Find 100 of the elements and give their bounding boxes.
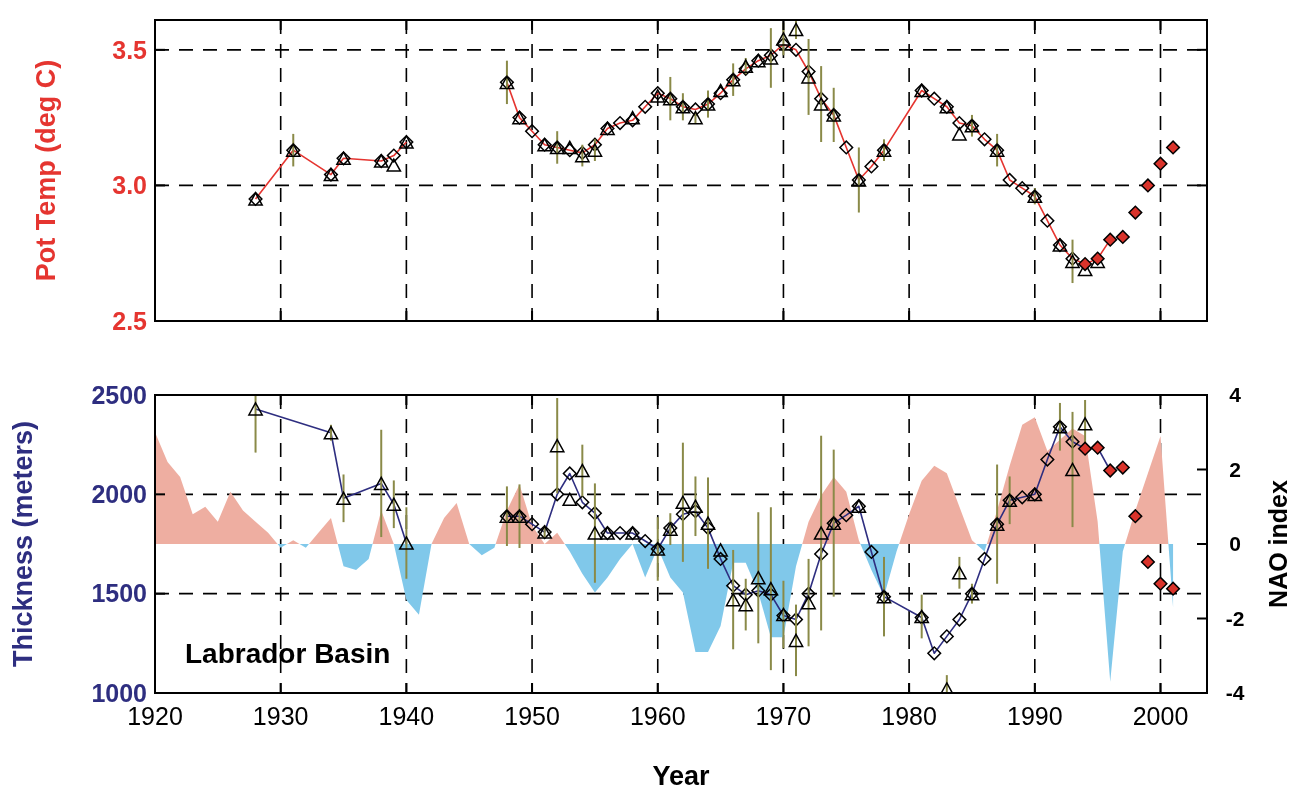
point bbox=[1128, 205, 1143, 220]
point bbox=[1065, 434, 1080, 449]
point bbox=[814, 91, 829, 106]
point bbox=[398, 536, 414, 550]
y-tick-label: 1500 bbox=[91, 579, 147, 608]
y2-tick-label: 0 bbox=[1229, 532, 1241, 556]
point bbox=[574, 463, 590, 478]
y-tick-label: 2000 bbox=[91, 480, 147, 509]
point bbox=[386, 497, 402, 512]
point bbox=[1153, 156, 1168, 171]
point bbox=[927, 646, 942, 661]
point bbox=[1103, 463, 1118, 478]
y2-tick-label: -4 bbox=[1225, 681, 1245, 705]
point bbox=[952, 115, 967, 131]
point bbox=[1015, 490, 1030, 505]
point bbox=[587, 526, 603, 540]
point bbox=[763, 587, 778, 602]
point bbox=[1103, 232, 1118, 247]
y-tick-label: 3.5 bbox=[112, 35, 148, 64]
point bbox=[1140, 554, 1155, 569]
annotation: Labrador Basin bbox=[185, 638, 391, 669]
y-axis-title: Thickness (meters) bbox=[8, 420, 38, 668]
point bbox=[675, 507, 690, 522]
point bbox=[688, 504, 703, 519]
y-axis-title: Pot Temp (deg C) bbox=[31, 59, 61, 282]
point bbox=[927, 91, 942, 106]
point bbox=[612, 115, 628, 131]
x-tick-label: 1930 bbox=[252, 702, 309, 730]
point bbox=[801, 64, 816, 79]
point bbox=[700, 516, 716, 530]
point bbox=[688, 110, 703, 125]
point bbox=[550, 487, 565, 502]
point bbox=[612, 526, 628, 541]
point bbox=[864, 544, 879, 560]
x-tick-label: 1940 bbox=[378, 702, 435, 730]
x-tick-label: 2000 bbox=[1132, 702, 1189, 730]
point bbox=[1078, 441, 1093, 456]
y-tick-label: 2.5 bbox=[112, 306, 148, 335]
point bbox=[1040, 452, 1055, 467]
point bbox=[952, 612, 967, 627]
point bbox=[587, 506, 602, 521]
x-tick-label: 1990 bbox=[1007, 702, 1063, 730]
point bbox=[1128, 509, 1143, 524]
point bbox=[713, 551, 728, 566]
y-tick-label: 3.0 bbox=[112, 171, 147, 200]
point bbox=[549, 438, 565, 453]
point bbox=[751, 583, 766, 598]
point bbox=[814, 546, 829, 562]
point bbox=[587, 143, 603, 157]
point bbox=[1077, 417, 1093, 431]
point bbox=[738, 587, 753, 602]
point bbox=[801, 595, 816, 610]
point bbox=[336, 491, 351, 506]
point bbox=[1015, 181, 1030, 196]
point bbox=[801, 586, 816, 601]
point bbox=[688, 499, 703, 514]
point bbox=[776, 37, 791, 52]
x-tick-label: 1960 bbox=[629, 702, 686, 730]
y2-tick-label: -2 bbox=[1225, 606, 1245, 630]
y2-tick-label: 4 bbox=[1229, 383, 1242, 407]
point bbox=[952, 566, 967, 580]
point bbox=[864, 159, 879, 174]
point bbox=[675, 495, 691, 510]
point bbox=[952, 127, 967, 141]
point bbox=[738, 597, 754, 612]
point bbox=[839, 140, 854, 155]
point bbox=[1115, 229, 1130, 245]
y2-tick-label: 2 bbox=[1229, 457, 1241, 481]
point bbox=[1002, 172, 1017, 188]
point bbox=[386, 158, 402, 172]
point bbox=[524, 517, 540, 532]
x-tick-label: 1950 bbox=[504, 702, 560, 730]
point bbox=[1165, 581, 1181, 596]
point bbox=[725, 592, 741, 607]
y-tick-label: 2500 bbox=[91, 380, 147, 409]
x-tick-label: 1970 bbox=[755, 702, 812, 730]
point bbox=[788, 612, 804, 627]
point bbox=[776, 32, 791, 46]
point bbox=[1140, 178, 1155, 193]
point bbox=[638, 99, 653, 114]
point bbox=[1153, 576, 1168, 591]
point bbox=[801, 70, 816, 84]
point bbox=[1115, 460, 1130, 475]
point bbox=[524, 124, 540, 139]
point bbox=[700, 521, 716, 536]
x-tick-label: 1980 bbox=[881, 702, 937, 730]
point bbox=[813, 97, 829, 111]
point bbox=[562, 492, 578, 507]
point bbox=[1090, 440, 1105, 455]
point bbox=[977, 132, 992, 147]
point bbox=[248, 402, 263, 416]
point bbox=[713, 543, 728, 557]
point bbox=[1078, 256, 1093, 272]
point bbox=[323, 425, 339, 440]
point bbox=[1065, 462, 1080, 477]
y2-axis-title: NAO index bbox=[1264, 480, 1292, 608]
point bbox=[638, 533, 653, 549]
point bbox=[939, 629, 954, 644]
point bbox=[726, 578, 741, 593]
point bbox=[562, 466, 577, 481]
